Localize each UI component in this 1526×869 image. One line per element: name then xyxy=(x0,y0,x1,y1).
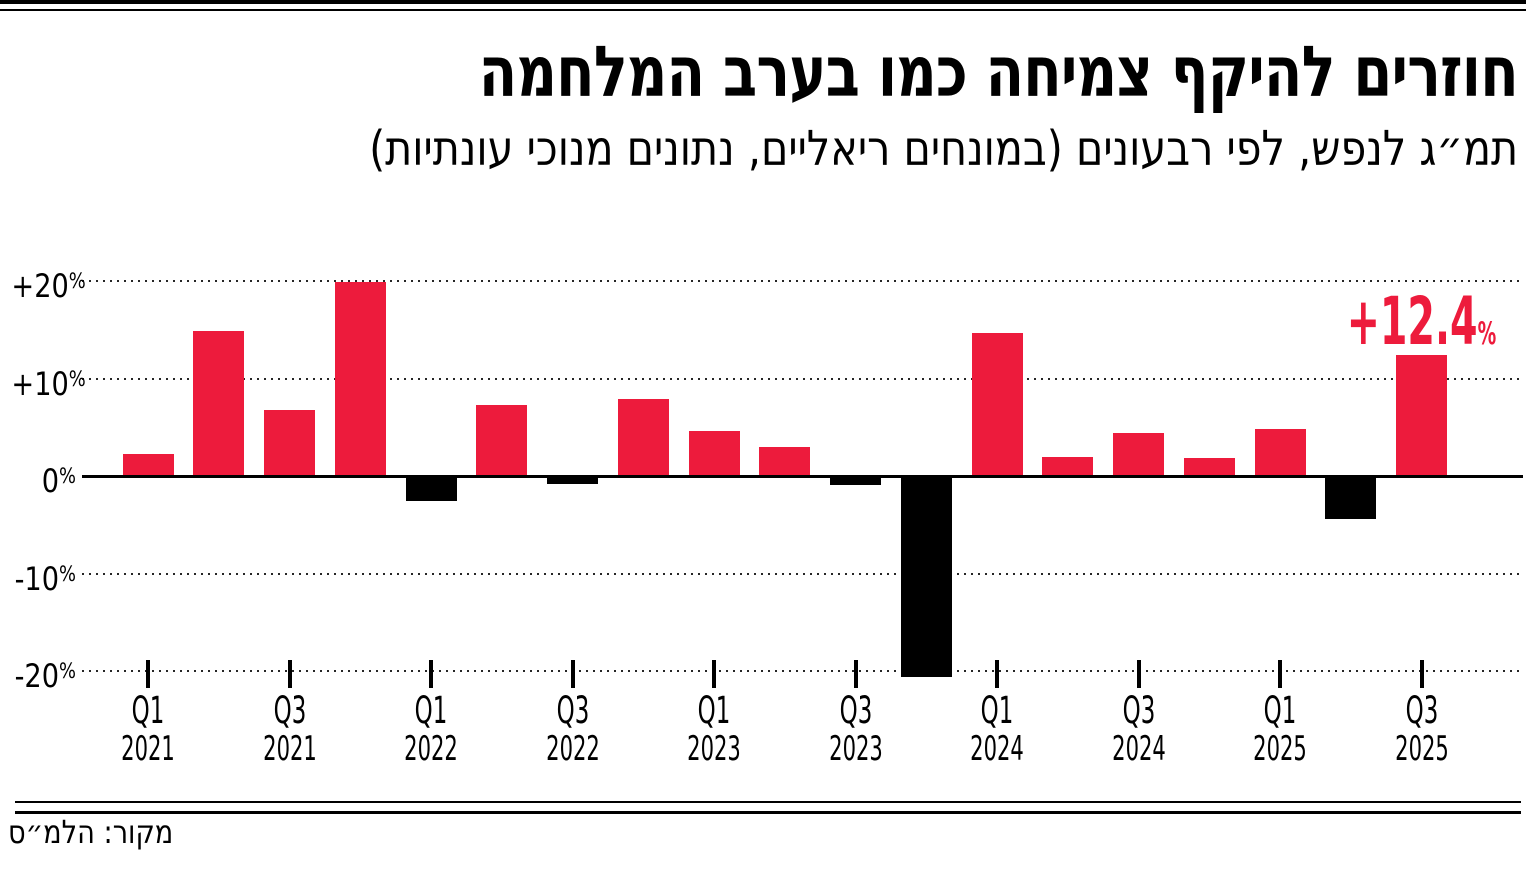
bar-q2-2022 xyxy=(476,404,528,476)
bar-q1-2024 xyxy=(971,332,1023,476)
latest-value-label: +12.4% xyxy=(1346,283,1496,360)
bar-q2-2024 xyxy=(1042,456,1094,476)
bar-q3-2021 xyxy=(264,409,316,476)
x-axis-label-q3-2022: Q3 2022 xyxy=(545,689,600,769)
y-axis-label--10: -10% xyxy=(14,559,76,598)
chart-title: חוזרים להיקף צמיחה כמו בערב המלחמה xyxy=(478,31,1519,113)
gridline--20 xyxy=(82,670,1523,672)
x-tick-q3-2025 xyxy=(1419,660,1424,688)
bar-q4-2022 xyxy=(617,398,669,476)
bottom-rule-thin xyxy=(15,801,1521,803)
bar-q3-2022 xyxy=(547,476,599,484)
x-tick-q3-2022 xyxy=(570,660,575,688)
bar-q4-2021 xyxy=(334,281,386,476)
bar-q4-2024 xyxy=(1183,458,1235,476)
gridline-20 xyxy=(82,280,1523,282)
bar-q3-2025 xyxy=(1396,355,1448,476)
bar-q1-2021 xyxy=(122,453,174,476)
y-axis-label--20: -20% xyxy=(14,657,76,695)
source-note: מקור: הלמ״ס xyxy=(8,813,174,851)
x-axis-label-q3-2021: Q3 2021 xyxy=(262,689,317,769)
x-tick-q3-2023 xyxy=(853,660,858,688)
top-rule-thin xyxy=(0,9,1526,11)
x-tick-q1-2022 xyxy=(429,660,434,688)
x-tick-q1-2024 xyxy=(995,660,1000,688)
x-axis-label-q3-2025: Q3 2025 xyxy=(1394,689,1449,769)
bar-q2-2023 xyxy=(759,446,811,476)
bar-q2-2025 xyxy=(1325,476,1377,519)
chart-subtitle: תמ״ג לנפש, לפי רבעונים (במונחים ריאליים,… xyxy=(368,121,1518,177)
x-axis-line xyxy=(82,474,1523,478)
bottom-rule-thick xyxy=(15,811,1521,814)
bar-q1-2022 xyxy=(405,476,457,502)
bar-q2-2021 xyxy=(193,330,245,476)
x-tick-q1-2021 xyxy=(146,660,150,688)
bar-q1-2025 xyxy=(1254,429,1306,476)
x-axis-label-q1-2024: Q1 2024 xyxy=(970,689,1024,769)
bar-q4-2023 xyxy=(900,476,952,677)
x-axis-label-q3-2023: Q3 2023 xyxy=(828,689,883,769)
x-tick-q1-2025 xyxy=(1278,660,1283,688)
x-tick-q3-2021 xyxy=(287,660,292,688)
x-tick-q1-2023 xyxy=(712,660,717,688)
top-rule-thick xyxy=(0,0,1526,4)
y-axis-label-20: +20% xyxy=(11,267,86,305)
x-axis-label-q3-2024: Q3 2024 xyxy=(1111,689,1166,769)
gridline--10 xyxy=(82,572,1523,575)
x-axis-label-q1-2022: Q1 2022 xyxy=(404,689,458,769)
x-axis-label-q1-2025: Q1 2025 xyxy=(1253,689,1307,769)
bar-q3-2024 xyxy=(1113,433,1165,476)
y-axis-label-10: +10% xyxy=(11,364,86,403)
x-axis-label-q1-2023: Q1 2023 xyxy=(687,689,741,769)
x-axis-label-q1-2021: Q1 2021 xyxy=(121,689,175,769)
bar-q1-2023 xyxy=(688,431,740,476)
x-tick-q3-2024 xyxy=(1136,660,1141,688)
gridline-10 xyxy=(82,377,1523,380)
y-axis-label-0: 0% xyxy=(41,462,76,500)
bar-q3-2023 xyxy=(830,476,882,485)
